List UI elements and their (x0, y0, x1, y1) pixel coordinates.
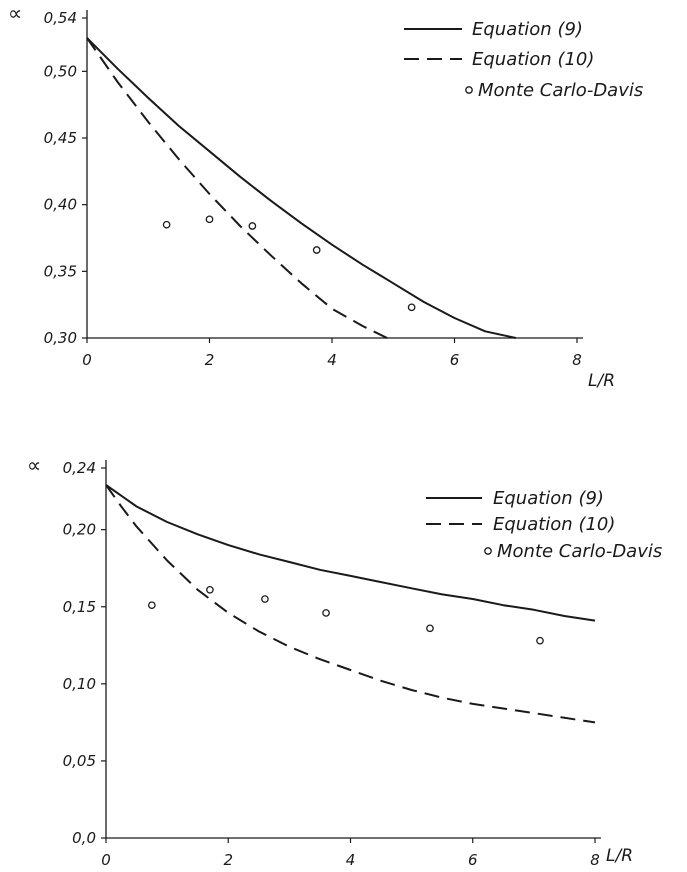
data-point-monte-carlo (248, 222, 257, 230)
y-tick-label: 0,54 (44, 9, 77, 27)
x-tick-label: 0 (82, 351, 92, 369)
data-point-monte-carlo (322, 609, 330, 617)
data-point-monte-carlo (162, 220, 171, 229)
series-line-equation-9 (105, 484, 596, 622)
y-tick-label: 0,10 (63, 675, 96, 693)
data-point-monte-carlo (261, 595, 269, 603)
x-tick-label: 2 (205, 351, 215, 369)
y-tick-label: 0,50 (44, 62, 77, 80)
y-tick-label: 0,35 (44, 262, 77, 280)
y-tick-label: 0,24 (63, 459, 96, 477)
x-tick-label: 8 (572, 351, 582, 369)
data-point-monte-carlo (205, 215, 214, 224)
y-tick-label: 0,40 (44, 196, 77, 214)
x-tick-label: 6 (450, 351, 460, 369)
x-axis-label: L/R (588, 371, 615, 391)
x-tick-label: 2 (223, 851, 233, 867)
series-line-equation-9 (86, 37, 517, 339)
legend-label: Equation (10) (472, 49, 594, 70)
x-tick-label: 0 (101, 851, 111, 867)
y-tick-label: 0,45 (44, 129, 77, 147)
y-tick-label: 0,30 (44, 329, 77, 347)
data-point-monte-carlo (206, 585, 214, 594)
y-axis-label: ∝ (8, 1, 22, 25)
y-tick-label: 0,20 (63, 521, 96, 539)
legend-label: Equation (10) (493, 514, 615, 535)
data-point-monte-carlo (312, 246, 321, 254)
x-tick-label: 4 (346, 851, 356, 867)
data-point-monte-carlo (536, 636, 544, 645)
data-point-monte-carlo (426, 624, 434, 633)
data-point-monte-carlo (407, 303, 416, 312)
x-tick-label: 4 (327, 351, 337, 369)
y-tick-label: 0,15 (63, 598, 96, 616)
chart-panel: 0,30 0,35 0,40 0,45 0,50 0,54 0 2 4 6 8 ∝ L/R Equatio… (8, 1, 643, 391)
legend-marker (484, 547, 492, 555)
y-tick-label: 0,05 (63, 752, 96, 770)
chart-panel: 0,0 0,05 0,10 0,15 0,20 0,24 0 2 4 6 8 ∝ L/R Equation… (27, 453, 662, 869)
legend-label: Equation (9) (472, 19, 583, 40)
legend-marker (465, 86, 473, 94)
data-point-monte-carlo (147, 601, 156, 610)
x-tick-label: 6 (468, 851, 478, 867)
x-tick-label: 8 (590, 851, 600, 867)
legend-label: Equation (9) (493, 488, 604, 509)
x-axis-label: L/R (606, 846, 633, 866)
y-axis-label: ∝ (27, 453, 41, 477)
legend-label: Monte Carlo-Davis (497, 541, 662, 562)
series-line-equation-10 (86, 37, 388, 339)
legend-label: Monte Carlo-Davis (478, 80, 643, 101)
y-tick-label: 0,0 (72, 829, 96, 847)
